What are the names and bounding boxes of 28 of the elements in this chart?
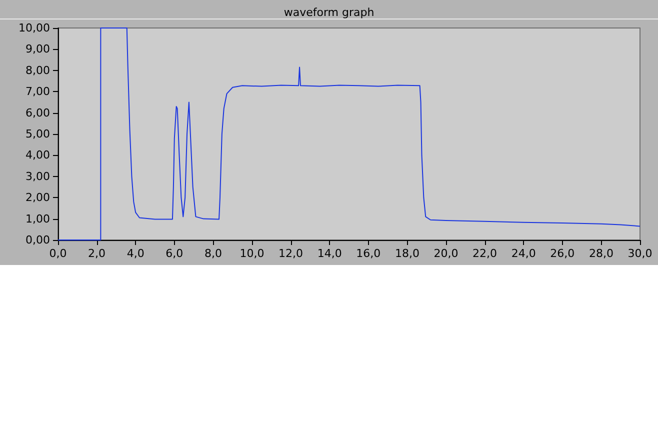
x-tick-label: 16,0	[356, 247, 381, 260]
x-tick-label: 18,0	[394, 247, 420, 260]
x-tick-label: 26,0	[550, 247, 575, 260]
x-tick-label: 22,0	[472, 247, 498, 260]
x-tick-label: 4,0	[126, 247, 144, 260]
y-tick-label: 5,00	[26, 128, 50, 140]
y-tick-label: 10,00	[18, 22, 50, 34]
y-tick-label: 4,00	[26, 148, 50, 162]
x-tick-label: 12,0	[278, 247, 304, 260]
x-tick-label: 30,0	[628, 247, 652, 260]
x-tick-label: 8,0	[204, 247, 222, 260]
y-tick-label: 1,00	[26, 212, 50, 226]
x-tick-label: 24,0	[511, 247, 536, 260]
x-tick-label: 14,0	[317, 247, 342, 260]
chart-title: waveform graph	[284, 6, 374, 19]
y-tick-label: 6,00	[26, 106, 50, 120]
x-tick-label: 28,0	[588, 247, 614, 260]
x-tick-label: 2,0	[88, 247, 106, 260]
x-tick-label: 0,0	[49, 247, 67, 260]
y-tick-label: 0,00	[26, 234, 50, 246]
y-tick-label: 9,00	[26, 42, 50, 56]
x-tick-label: 6,0	[166, 247, 184, 260]
y-tick-label: 7,00	[26, 85, 50, 98]
y-tick-label: 3,00	[26, 170, 50, 183]
x-tick-label: 20,0	[434, 247, 458, 260]
y-tick-label: 8,00	[26, 64, 50, 77]
x-tick-label: 10,0	[240, 247, 264, 260]
y-tick-label: 2,00	[26, 191, 50, 204]
